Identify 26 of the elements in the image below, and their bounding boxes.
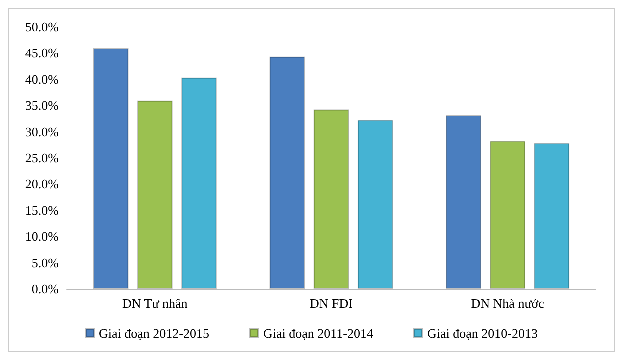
y-tick-label: 10.0%	[25, 229, 60, 244]
x-tick-label: DN Tư nhân	[122, 296, 188, 311]
y-tick-label: 25.0%	[25, 150, 60, 166]
y-tick-label: 15.0%	[25, 202, 60, 218]
bar	[490, 141, 526, 289]
y-tick-label: 45.0%	[25, 46, 60, 61]
bar	[446, 116, 482, 289]
bar	[182, 78, 217, 289]
bar	[138, 100, 173, 289]
bar	[358, 120, 394, 289]
y-tick-label: 20.0%	[25, 176, 60, 192]
x-tick-label: DN Nhà nước	[471, 296, 545, 311]
legend-label: Giai đoạn 2011-2014	[264, 326, 374, 341]
bar	[534, 143, 570, 289]
y-tick-label: 50.0%	[25, 20, 60, 34]
legend-label: Giai đoạn 2012-2015	[99, 326, 210, 341]
bar	[93, 48, 129, 289]
y-tick-label: 40.0%	[25, 72, 60, 87]
bar	[270, 56, 306, 289]
y-tick-label: 5.0%	[32, 255, 60, 270]
bar	[314, 110, 350, 289]
legend-label: Giai đoạn 2010-2013	[428, 326, 538, 341]
x-tick-label: DN FDI	[310, 296, 353, 311]
y-tick-label: 35.0%	[25, 98, 60, 114]
y-tick-label: 0.0%	[32, 282, 60, 296]
y-tick-label: 30.0%	[25, 124, 60, 140]
